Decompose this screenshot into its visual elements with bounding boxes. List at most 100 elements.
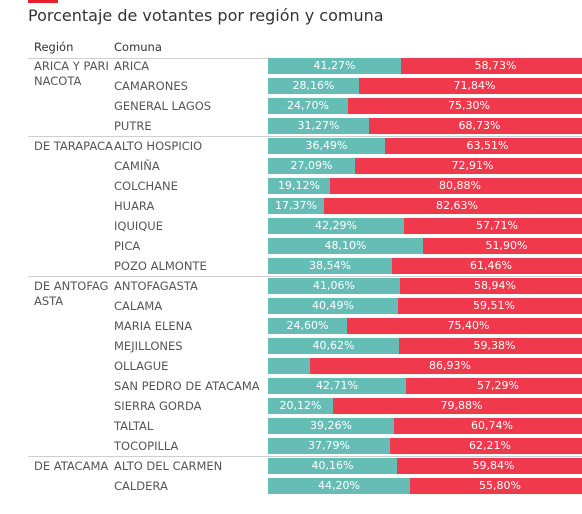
stacked-bar: 31,27% 68,73%: [268, 118, 582, 134]
bar-segment-first: 28,16%: [268, 78, 359, 94]
comuna-label: IQUIQUE: [114, 219, 163, 233]
comuna-label: CAMARONES: [114, 79, 188, 93]
bar-segment-second: 82,63%: [324, 198, 582, 214]
chart-title: Porcentaje de votantes por región y comu…: [28, 6, 384, 25]
bar-segment-second: 79,88%: [333, 398, 582, 414]
bar-segment-first: 27,09%: [268, 158, 355, 174]
stacked-bar: 37,79% 62,21%: [268, 438, 582, 454]
stacked-bar: 27,09% 72,91%: [268, 158, 582, 174]
bar-segment-second: 57,71%: [404, 218, 582, 234]
bar-segment-second: 72,91%: [355, 158, 582, 174]
comuna-label: CALDERA: [114, 479, 168, 493]
bar-segment-second: 58,94%: [400, 278, 582, 294]
bar-segment-second: 51,90%: [423, 238, 582, 254]
comuna-label: HUARA: [114, 199, 155, 213]
bar-segment-second: 63,51%: [385, 138, 582, 154]
stacked-bar: 24,70% 75,30%: [268, 98, 582, 114]
bar-segment-second: 59,84%: [397, 458, 582, 474]
stacked-bar: 40,16% 59,84%: [268, 458, 582, 474]
bar-segment-first: 39,26%: [268, 418, 394, 434]
stacked-bar: 39,26% 60,74%: [268, 418, 582, 434]
bar-segment-first: 31,27%: [268, 118, 369, 134]
results-table: Región Comuna ARICA Y PARINACOTA ARICA 41,…: [28, 34, 582, 514]
stacked-bar: 86,93%: [268, 358, 582, 374]
stacked-bar: 40,49% 59,51%: [268, 298, 582, 314]
region-label: DE ANTOFAGASTA: [34, 279, 109, 308]
comuna-label: PICA: [114, 239, 141, 253]
comuna-label: GENERAL LAGOS: [114, 99, 212, 113]
bar-segment-second: 60,74%: [394, 418, 582, 434]
comuna-label: SAN PEDRO DE ATACAMA: [114, 379, 260, 393]
accent-bar: [28, 0, 58, 3]
stacked-bar: 38,54% 61,46%: [268, 258, 582, 274]
bar-segment-first: 17,37%: [268, 198, 324, 214]
region-separator: [28, 276, 582, 277]
bar-segment-second: 71,84%: [359, 78, 582, 94]
stacked-bar: 20,12% 79,88%: [268, 398, 582, 414]
bar-segment-first: 41,06%: [268, 278, 400, 294]
bar-segment-second: 80,88%: [330, 178, 582, 194]
bar-segment-first: 20,12%: [268, 398, 333, 414]
bar-segment-first: 44,20%: [268, 478, 410, 494]
table-body: ARICA Y PARINACOTA ARICA 41,27% 58,73% CAMAR…: [28, 34, 582, 514]
bar-segment-second: 58,73%: [401, 58, 582, 74]
comuna-label: SIERRA GORDA: [114, 399, 202, 413]
bar-segment-first: 40,49%: [268, 298, 398, 314]
bar-segment-second: 62,21%: [390, 438, 582, 454]
stacked-bar: 41,06% 58,94%: [268, 278, 582, 294]
bar-segment-first: 40,16%: [268, 458, 397, 474]
comuna-column-header: Comuna: [114, 40, 162, 54]
bar-segment-first: 37,79%: [268, 438, 390, 454]
stacked-bar: 42,29% 57,71%: [268, 218, 582, 234]
comuna-label: TALTAL: [114, 419, 154, 433]
stacked-bar: 28,16% 71,84%: [268, 78, 582, 94]
stacked-bar: 44,20% 55,80%: [268, 478, 582, 494]
bar-segment-first: 24,60%: [268, 318, 347, 334]
bar-segment-first: 38,54%: [268, 258, 392, 274]
stacked-bar: 41,27% 58,73%: [268, 58, 582, 74]
bar-segment-second: 86,93%: [310, 358, 582, 374]
comuna-label: ALTO DEL CARMEN: [114, 459, 223, 473]
comuna-label: CALAMA: [114, 299, 163, 313]
region-label: DE TARAPACA: [34, 139, 113, 153]
comuna-label: POZO ALMONTE: [114, 259, 207, 273]
stacked-bar: 17,37% 82,63%: [268, 198, 582, 214]
comuna-label: ALTO HOSPICIO: [114, 139, 203, 153]
comuna-label: CAMIÑA: [114, 159, 160, 173]
bar-segment-second: 75,40%: [347, 318, 582, 334]
comuna-label: ARICA: [114, 59, 150, 73]
bar-segment-second: 55,80%: [410, 478, 582, 494]
stacked-bar: 48,10% 51,90%: [268, 238, 582, 254]
bar-segment-first: [268, 358, 310, 374]
stacked-bar: 40,62% 59,38%: [268, 338, 582, 354]
comuna-label: COLCHANE: [114, 179, 178, 193]
stacked-bar: 24,60% 75,40%: [268, 318, 582, 334]
comuna-label: MEJILLONES: [114, 339, 183, 353]
bar-segment-second: 59,38%: [399, 338, 582, 354]
stacked-bar: 42,71% 57,29%: [268, 378, 582, 394]
comuna-label: ANTOFAGASTA: [114, 279, 198, 293]
bar-segment-first: 41,27%: [268, 58, 401, 74]
bar-segment-first: 36,49%: [268, 138, 385, 154]
bar-segment-second: 59,51%: [398, 298, 582, 314]
comuna-label: PUTRE: [114, 119, 152, 133]
bar-segment-first: 19,12%: [268, 178, 330, 194]
region-column-header: Región: [34, 40, 74, 54]
bar-segment-second: 68,73%: [369, 118, 582, 134]
stacked-bar: 19,12% 80,88%: [268, 178, 582, 194]
stacked-bar: 36,49% 63,51%: [268, 138, 582, 154]
bar-segment-first: 40,62%: [268, 338, 399, 354]
bar-segment-second: 61,46%: [392, 258, 582, 274]
region-separator: [28, 136, 582, 137]
comuna-label: TOCOPILLA: [114, 439, 179, 453]
bar-segment-first: 24,70%: [268, 98, 348, 114]
comuna-label: OLLAGUE: [114, 359, 169, 373]
comuna-label: MARIA ELENA: [114, 319, 193, 333]
region-label: DE ATACAMA: [34, 459, 109, 473]
region-label: ARICA Y PARINACOTA: [34, 59, 109, 88]
bar-segment-second: 75,30%: [348, 98, 582, 114]
bar-segment-first: 48,10%: [268, 238, 423, 254]
bar-segment-first: 42,29%: [268, 218, 404, 234]
bar-segment-second: 57,29%: [406, 378, 582, 394]
region-separator: [28, 456, 582, 457]
